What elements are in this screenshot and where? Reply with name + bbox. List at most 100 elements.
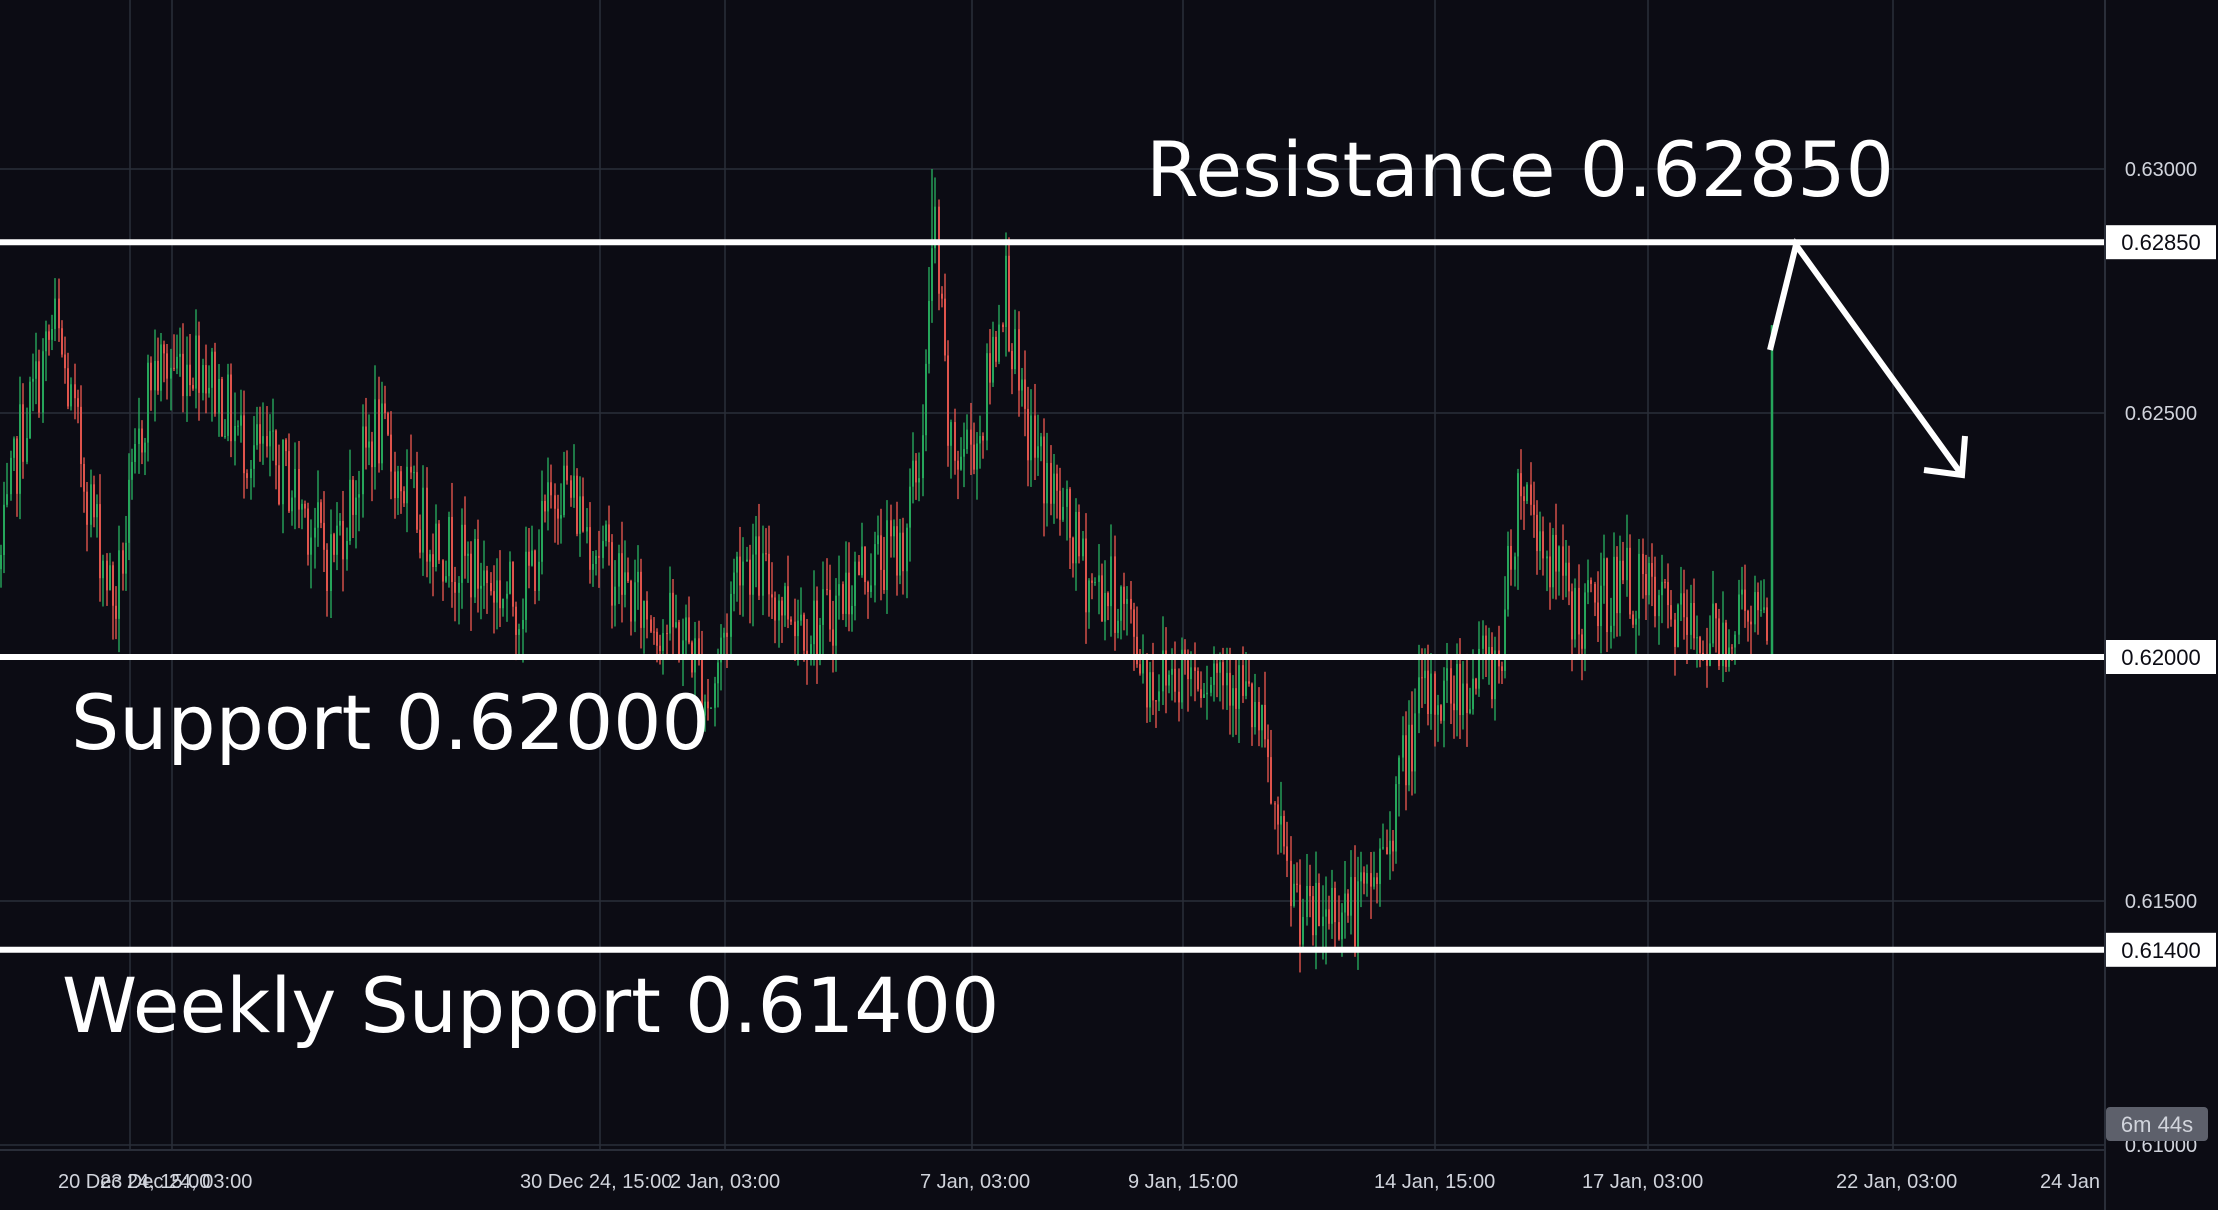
candle-body: [1581, 634, 1583, 649]
candle-body: [259, 424, 261, 444]
candle-body: [1757, 592, 1759, 611]
candle-body: [1725, 622, 1727, 667]
weekly-support-annotation: Weekly Support 0.61400: [62, 961, 999, 1050]
candle-body: [362, 426, 364, 495]
candle-body: [1158, 691, 1160, 702]
candle-body: [1200, 689, 1202, 698]
x-tick-label: 30 Dec 24, 15:00: [520, 1171, 672, 1193]
candle-body: [1069, 489, 1071, 538]
candle-body: [291, 497, 293, 512]
candle-body: [1341, 912, 1343, 940]
candle-body: [1168, 674, 1170, 686]
candle-body: [666, 633, 668, 635]
candle-body: [80, 406, 82, 464]
candle-body: [1034, 415, 1036, 458]
candle-body: [675, 622, 677, 628]
candle-body: [1354, 877, 1356, 947]
horizontal-levels[interactable]: 0.62850 0.62000 0.61400: [0, 225, 2216, 967]
candle-body: [150, 362, 152, 391]
candle-body: [330, 534, 332, 592]
candle-body: [1562, 546, 1564, 576]
candle-body: [826, 589, 828, 591]
candle-body: [1530, 484, 1532, 505]
candle-body: [131, 462, 133, 480]
candle-body: [384, 403, 386, 414]
candle-body: [714, 683, 716, 708]
candle-body: [1162, 650, 1164, 692]
candle-body: [1251, 683, 1253, 728]
candle-body: [1469, 709, 1471, 714]
candle-body: [3, 504, 5, 555]
candle-body: [1373, 877, 1375, 887]
countdown-text: 6m 44s: [2121, 1112, 2193, 1137]
candle-body: [678, 622, 680, 660]
candle-body: [1523, 496, 1525, 502]
candle-body: [154, 360, 156, 391]
candle-body: [160, 344, 162, 391]
candle-body: [774, 597, 776, 621]
candle-body: [595, 555, 597, 565]
candle-body: [42, 351, 44, 413]
candle-body: [1696, 637, 1698, 639]
candle-body: [102, 560, 104, 579]
candle-body: [1043, 436, 1045, 504]
candle-body: [1379, 848, 1381, 884]
candle-body: [45, 331, 47, 352]
candle-body: [662, 633, 664, 652]
candle-body: [381, 403, 383, 464]
candle-body: [211, 351, 213, 388]
candle-body: [906, 527, 908, 572]
candle-body: [1085, 538, 1087, 613]
candle-body: [1046, 462, 1048, 504]
candle-body: [1347, 893, 1349, 916]
candle-body: [1421, 677, 1423, 679]
candle-body: [1542, 531, 1544, 559]
candle-body: [1254, 701, 1256, 728]
candle-body: [93, 484, 95, 518]
candle-body: [880, 535, 882, 570]
candle-body: [1299, 884, 1301, 945]
candle-body: [1264, 704, 1266, 740]
candle-body: [717, 662, 719, 684]
candle-body: [240, 415, 242, 426]
candle-body: [1072, 537, 1074, 564]
candle-body: [221, 378, 223, 437]
candle-body: [1091, 580, 1093, 583]
candle-body: [1066, 489, 1068, 507]
candle-body: [1507, 545, 1509, 610]
candle-body: [1654, 576, 1656, 617]
candle-body: [355, 497, 357, 515]
candle-body: [1648, 563, 1650, 596]
candle-body: [1120, 586, 1122, 621]
candle-body: [349, 479, 351, 541]
candle-body: [387, 413, 389, 435]
candle-body: [282, 439, 284, 505]
candle-body: [1462, 683, 1464, 716]
candle-body: [1187, 660, 1189, 680]
candle-body: [1357, 881, 1359, 947]
candle-body: [1104, 592, 1106, 622]
candle-body: [854, 561, 856, 606]
candle-body: [701, 657, 703, 716]
candle-body: [931, 248, 933, 301]
candle-body: [1261, 704, 1263, 731]
candle-body: [509, 561, 511, 594]
candle-body: [1306, 885, 1308, 917]
candle-body: [1142, 660, 1144, 674]
candle-body: [1382, 847, 1384, 849]
candle-body: [1670, 605, 1672, 620]
candle-body: [915, 460, 917, 483]
candle-body: [534, 550, 536, 591]
candle-body: [1290, 860, 1292, 906]
candle-body: [1459, 663, 1461, 716]
candle-body: [35, 361, 37, 379]
candle-body: [1699, 637, 1701, 653]
candle-body: [547, 482, 549, 512]
y-tick-label: 0.62500: [2125, 403, 2197, 425]
candle-body: [742, 561, 744, 586]
candle-body: [1718, 618, 1720, 667]
candle-body: [1098, 575, 1100, 582]
candle-body: [842, 584, 844, 614]
